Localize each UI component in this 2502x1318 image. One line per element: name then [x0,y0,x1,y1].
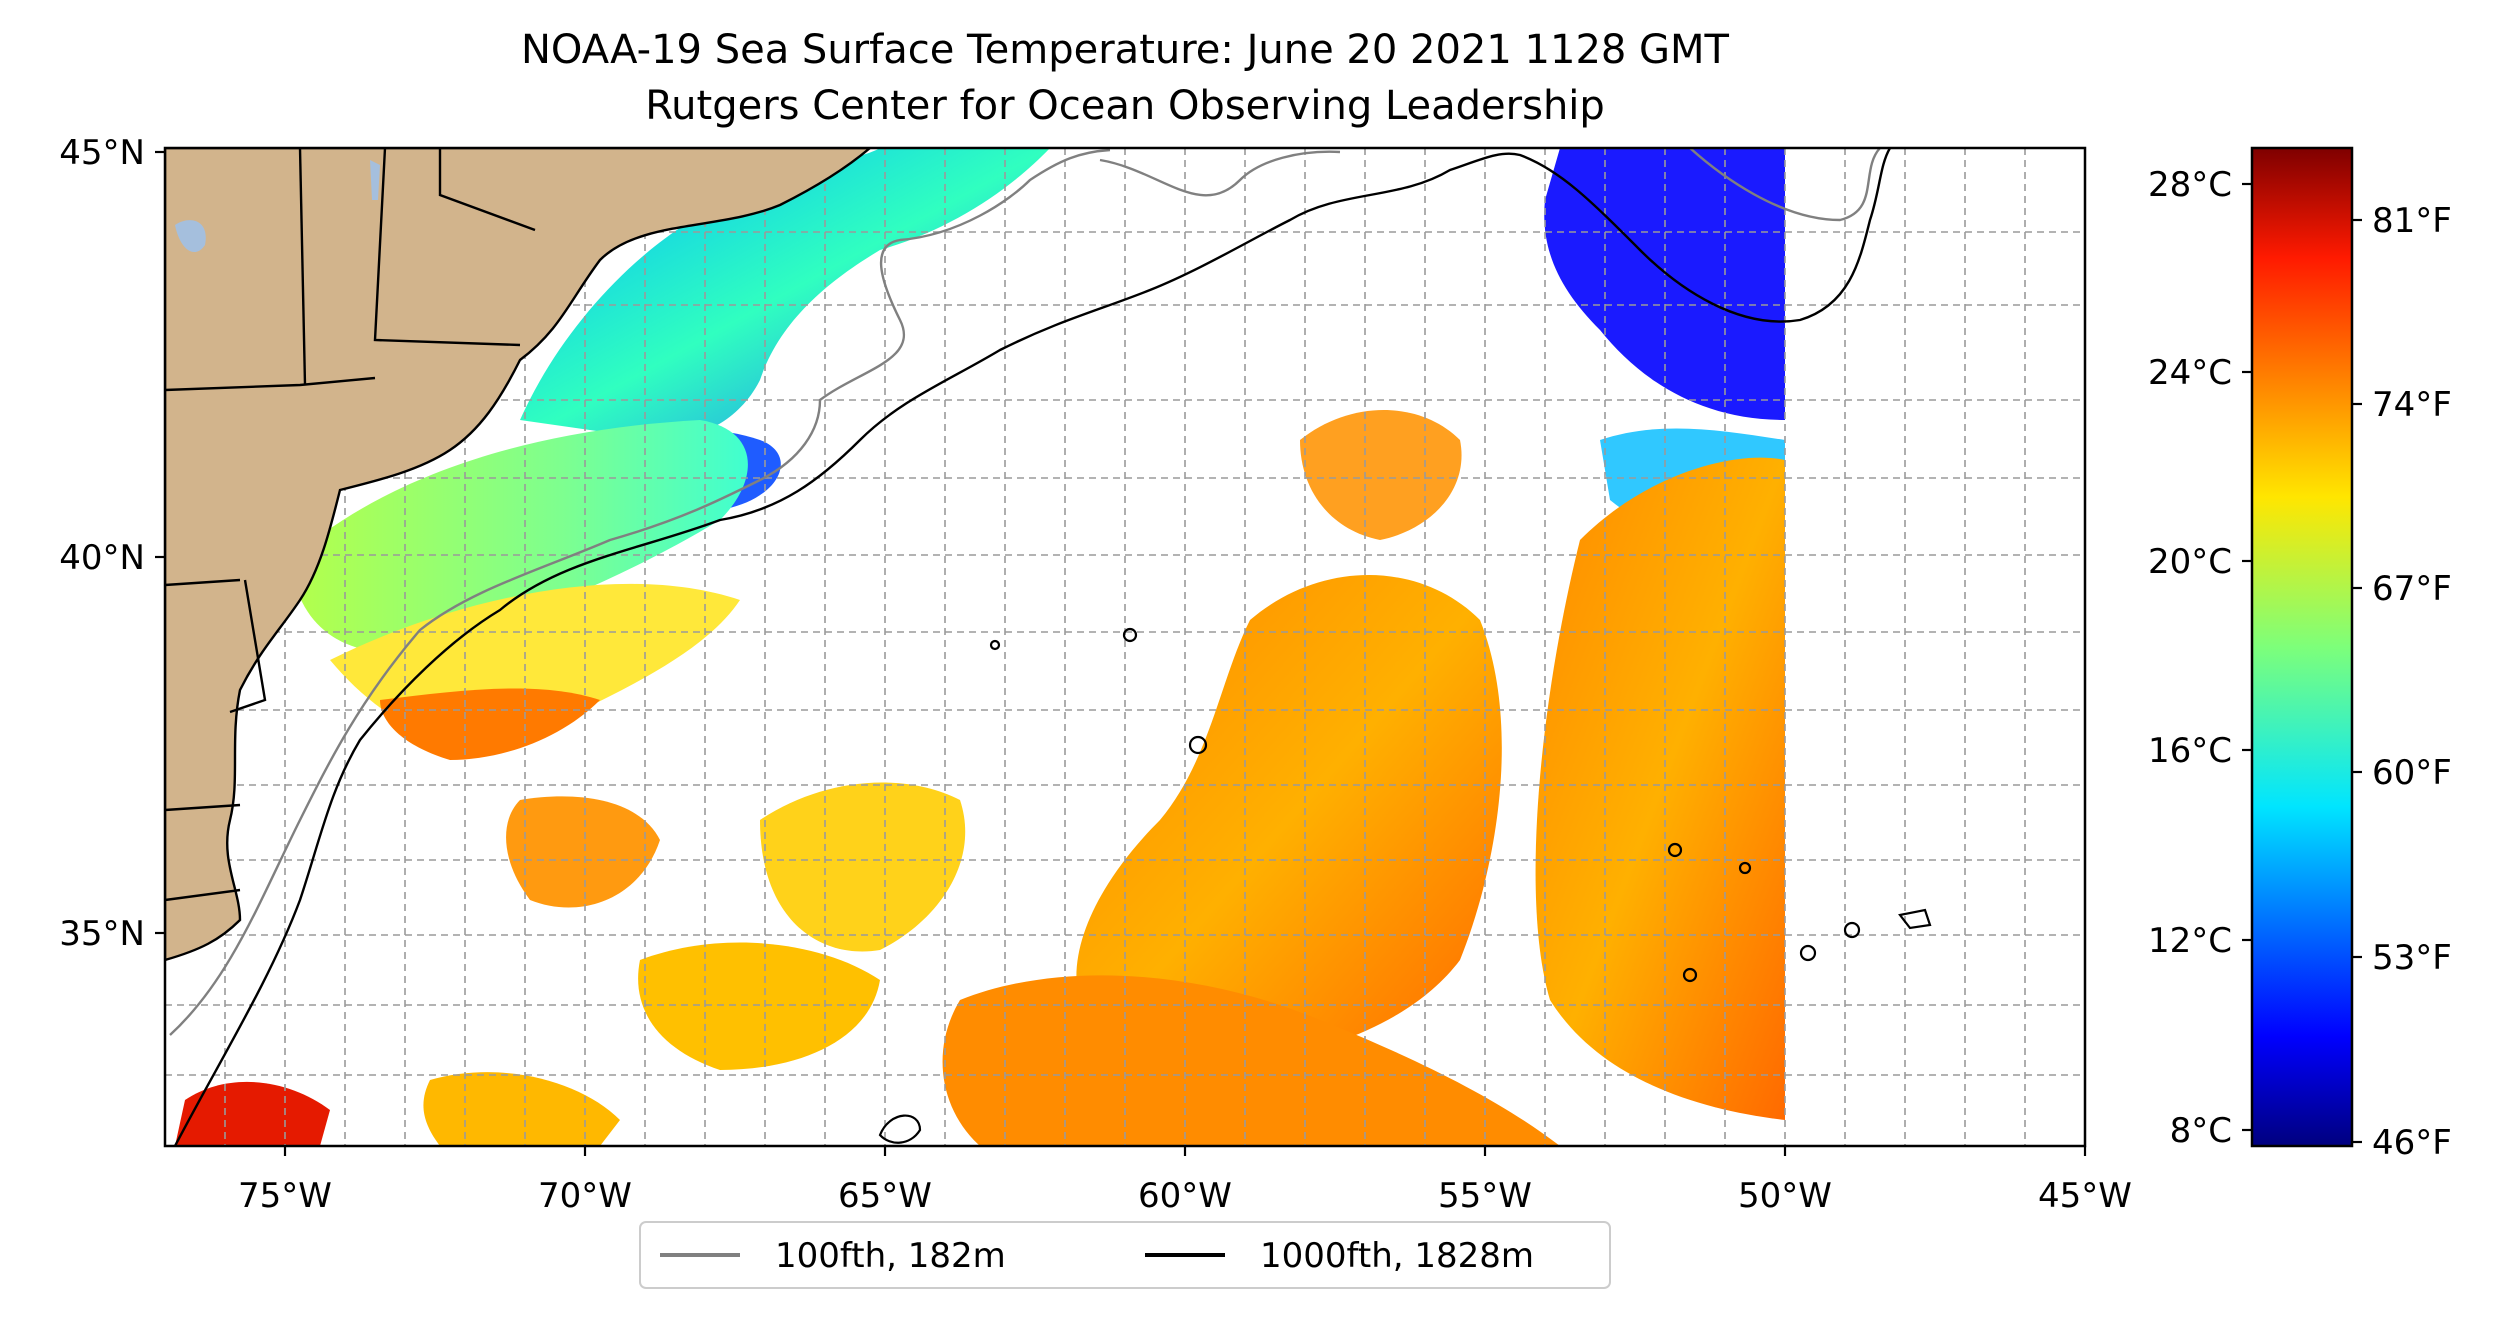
lon-label-45: 45°W [2038,1176,2132,1216]
contour-1000fth [173,148,1892,1146]
state-borders [165,148,536,902]
legend-label-100fth: 100fth, 182m [775,1236,1006,1276]
lat-label-35: 35°N [59,914,145,954]
sst-south-warm [942,975,1560,1146]
colorbar [2250,146,2354,1148]
lon-label-60: 60°W [1138,1176,1232,1216]
lon-label-70: 70°W [538,1176,632,1216]
sst-east-warm [1535,457,1785,1120]
lon-label-50: 50°W [1738,1176,1832,1216]
legend-box [639,1221,1611,1289]
colorbar-c-16: 16°C [2148,731,2232,771]
legend: 100fth, 182m 1000fth, 1828m [639,1221,1611,1289]
sst-southwest-hot [175,1081,330,1146]
colorbar-f-60: 60°F [2372,753,2452,793]
colorbar-celsius-ticks [2242,182,2252,1132]
lon-label-55: 55°W [1438,1176,1532,1216]
lat-tick-marks [155,150,165,935]
sst-south-central [638,942,880,1070]
lon-label-75: 75°W [238,1176,332,1216]
colorbar-c-8: 8°C [2170,1111,2232,1151]
land-north-america [165,148,872,962]
chart-title: NOAA-19 Sea Surface Temperature: June 20… [520,27,1729,73]
sst-gulf-stream-warm [380,688,600,760]
lat-label-45: 45°N [59,133,145,173]
colorbar-f-74: 74°F [2372,385,2452,425]
sst-sargasso-patches [423,1072,620,1146]
sst-northcentral [1300,410,1462,540]
colorbar-f-67: 67°F [2372,569,2452,609]
map-frame [163,146,2087,1148]
colorbar-c-12: 12°C [2148,921,2232,961]
lon-label-65: 65°W [838,1176,932,1216]
sst-central-warm [1076,575,1502,1066]
chart-subtitle: Rutgers Center for Ocean Observing Leade… [645,83,1605,129]
legend-label-1000fth: 1000fth, 1828m [1260,1236,1534,1276]
colorbar-c-28: 28°C [2148,165,2232,205]
contour-100fth [169,148,1881,1036]
lat-label-40: 40°N [59,538,145,578]
sst-central-patches [760,782,966,952]
colorbar-f-46: 46°F [2372,1123,2452,1163]
map-gridlines [165,148,2085,1146]
lon-tick-marks [283,1146,2087,1156]
colorbar-f-81: 81°F [2372,201,2452,241]
colorbar-f-53: 53°F [2372,938,2452,978]
sst-gulf-of-maine [520,148,1050,440]
lakes [175,160,380,253]
seamount-contours [878,627,1932,1144]
colorbar-c-24: 24°C [2148,353,2232,393]
sst-sw-patches [506,796,660,908]
colorbar-c-20: 20°C [2148,542,2232,582]
colorbar-fahrenheit-ticks [2352,218,2362,1144]
